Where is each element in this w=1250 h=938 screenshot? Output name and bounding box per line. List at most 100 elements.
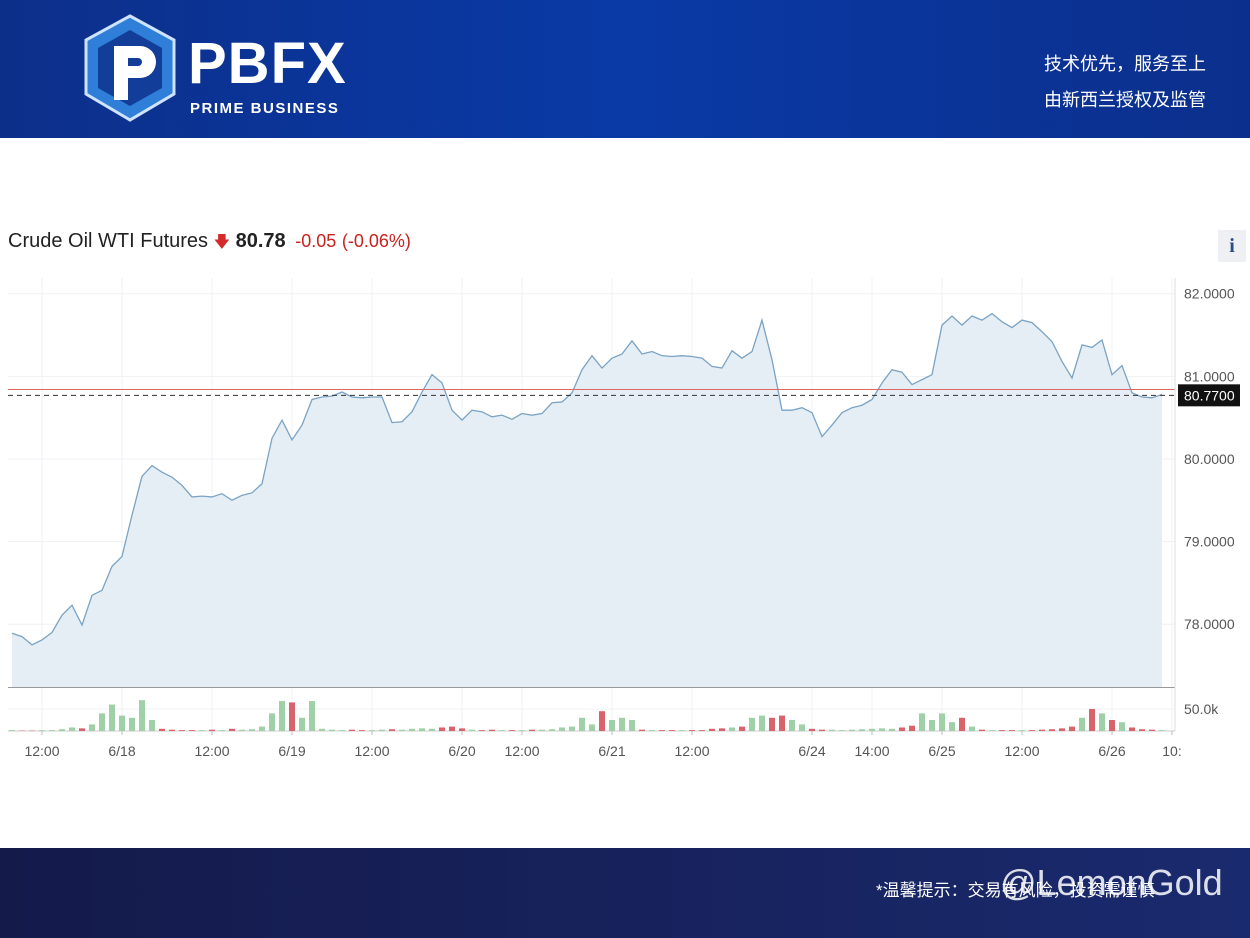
volume-bar — [909, 725, 915, 731]
volume-bar — [619, 717, 625, 731]
volume-bar — [779, 715, 785, 731]
volume-bar — [59, 729, 65, 731]
volume-bar — [519, 730, 525, 731]
volume-bar — [499, 730, 505, 731]
volume-bar — [209, 729, 215, 731]
volume-bar — [249, 729, 255, 731]
volume-bar — [589, 724, 595, 731]
volume-bar — [169, 729, 175, 731]
volume-bar — [829, 729, 835, 731]
volume-bar — [229, 728, 235, 731]
volume-bar — [579, 717, 585, 731]
volume-bar — [419, 728, 425, 731]
volume-bar — [149, 719, 155, 731]
volume-bar — [879, 728, 885, 731]
volume-bar — [1059, 728, 1065, 731]
volume-bar — [289, 702, 295, 731]
volume-bar — [809, 728, 815, 731]
volume-bar — [869, 728, 875, 731]
volume-bar — [1109, 719, 1115, 731]
volume-bar — [1049, 729, 1055, 731]
volume-bar — [359, 730, 365, 731]
chart: 78.0000 79.0000 80.0000 81.0000 82.0000 12:00… — [8, 278, 1240, 759]
volume-bar — [269, 713, 275, 731]
price: 80.78 — [235, 230, 286, 252]
x-tick-label: 12:00 — [504, 743, 539, 759]
volume-bar — [719, 728, 725, 731]
x-tick-label: 6/21 — [598, 743, 625, 759]
volume-bar — [1129, 727, 1135, 731]
volume-bar — [1039, 729, 1045, 731]
volume-bar — [839, 730, 845, 731]
x-tick-label: 6/24 — [798, 743, 825, 759]
volume-bar — [769, 717, 775, 731]
x-tick-label: 12:00 — [674, 743, 709, 759]
volume-bar — [1069, 726, 1075, 731]
volume-bar — [129, 717, 135, 731]
volume-bar — [569, 726, 575, 731]
volume-bar — [379, 729, 385, 731]
volume-bar — [279, 701, 285, 731]
volume-bar — [469, 729, 475, 731]
volume-bar — [389, 729, 395, 731]
volume-bar — [139, 700, 145, 731]
volume-bar — [659, 730, 665, 731]
tagline: PRIME BUSINESS — [190, 100, 340, 117]
chart-heading: Crude Oil WTI Futures 🡇 80.78 -0.05 (-0.… — [8, 230, 411, 258]
x-tick-label: 6/25 — [928, 743, 955, 759]
volume-bar — [159, 728, 165, 731]
volume-bar — [949, 722, 955, 731]
volume-bar — [39, 730, 45, 731]
volume-bar — [739, 726, 745, 731]
x-tick-label: 10: — [1162, 743, 1181, 759]
volume-bar — [939, 713, 945, 731]
volume-bar — [1019, 730, 1025, 731]
volume-bar — [399, 729, 405, 731]
volume-bar — [319, 728, 325, 731]
volume-bar — [489, 729, 495, 731]
volume-bar — [179, 730, 185, 731]
volume-bar — [789, 719, 795, 731]
volume-bar — [629, 719, 635, 731]
info-button[interactable]: i — [1218, 230, 1246, 262]
header: PBFX PRIME BUSINESS 技术优先，服务至上 由新西兰授权及监管 — [0, 0, 1250, 138]
volume-bar — [539, 729, 545, 731]
volume-bar — [1009, 730, 1015, 731]
volume-bar — [369, 730, 375, 731]
volume-bar — [929, 719, 935, 731]
brand: PBFX — [188, 31, 347, 96]
volume-bar — [99, 713, 105, 731]
volume-bar — [849, 729, 855, 731]
volume-bar — [959, 717, 965, 731]
volume-bar — [729, 727, 735, 731]
volume-bar — [239, 729, 245, 731]
watermark: @LemonGold — [1000, 862, 1223, 903]
volume-bar — [689, 730, 695, 731]
volume-bar — [79, 728, 85, 731]
footer: *温馨提示：交易有风险，投资需谨慎 @LemonGold — [0, 848, 1250, 938]
volume-bar — [349, 729, 355, 731]
change: -0.05 — [295, 231, 337, 251]
last-price-box — [1178, 384, 1240, 407]
volume-bar — [599, 711, 605, 731]
volume-bar — [889, 728, 895, 731]
volume-bar — [1099, 713, 1105, 731]
volume-bar — [679, 730, 685, 731]
volume-bar — [219, 730, 225, 731]
slogan: 技术优先，服务至上 — [1044, 54, 1206, 74]
volume-bar — [299, 717, 305, 731]
volume-bar — [409, 728, 415, 731]
volume-bar — [1079, 717, 1085, 731]
x-tick-label: 12:00 — [354, 743, 389, 759]
area — [12, 313, 1162, 687]
volume-bar — [449, 726, 455, 731]
volume-bar — [609, 719, 615, 731]
volume-bar — [999, 730, 1005, 731]
change-percent: (-0.06%) — [341, 231, 411, 251]
volume-bar — [709, 728, 715, 731]
down-arrow: 🡇 — [213, 234, 231, 251]
x-tick-label: 14:00 — [854, 743, 889, 759]
x-tick-label: 12:00 — [1004, 743, 1039, 759]
volume-bar — [429, 728, 435, 731]
volume-bar — [9, 730, 15, 731]
